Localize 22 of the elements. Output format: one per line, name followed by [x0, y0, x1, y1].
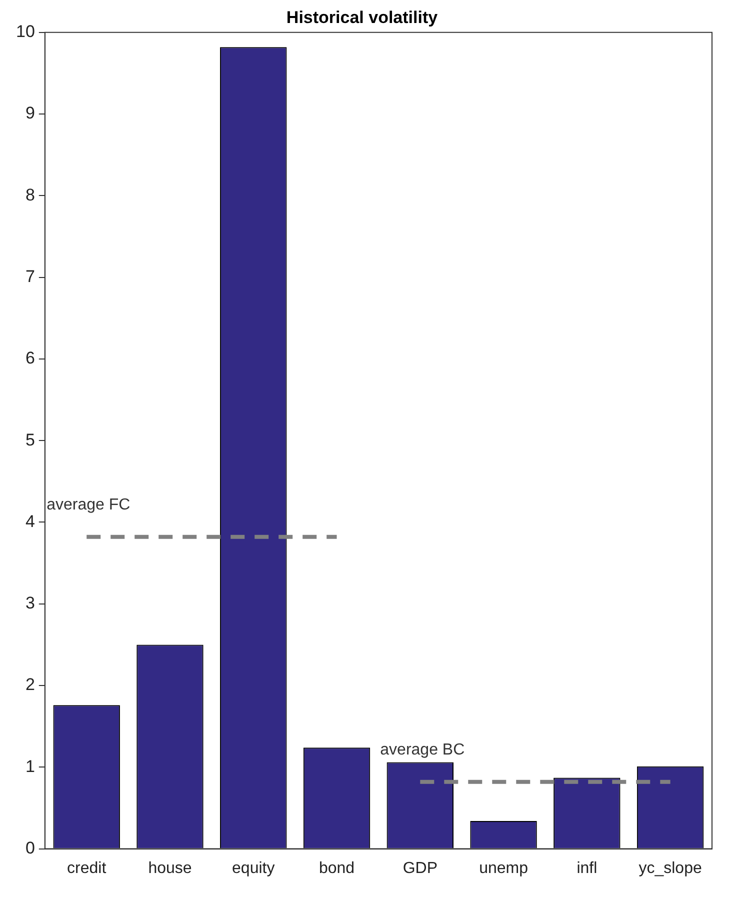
y-tick-label: 10: [16, 22, 35, 42]
series-label: average BC: [380, 741, 465, 758]
x-tick-label: bond: [318, 860, 355, 877]
x-tick-label: unemp: [479, 860, 528, 877]
x-tick-label: GDP: [402, 860, 438, 877]
x-tick-label: yc_slope: [638, 860, 702, 877]
y-tick-label: 3: [25, 594, 35, 613]
y-tick-label: 2: [25, 675, 35, 694]
x-tick-label: infl: [576, 860, 598, 877]
x-tick-label: credit: [67, 860, 107, 877]
y-tick-label: 9: [25, 104, 35, 123]
y-tick-label: 5: [25, 430, 35, 450]
series-label: average FC: [46, 496, 130, 514]
y-tick-label: 6: [25, 348, 35, 368]
y-tick-label: 7: [25, 267, 35, 286]
x-tick-label: equity: [232, 860, 275, 877]
y-tick-label: 4: [25, 512, 35, 531]
y-tick-label: 8: [25, 185, 35, 204]
chart-title: Historical volatility: [286, 8, 438, 27]
y-tick-label: 1: [25, 756, 35, 776]
y-tick-label: 0: [25, 838, 35, 858]
x-tick-label: house: [148, 860, 192, 877]
